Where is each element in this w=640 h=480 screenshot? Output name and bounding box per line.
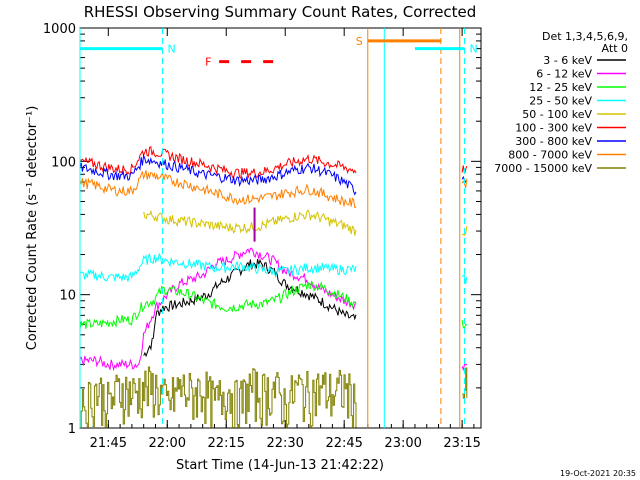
legend-entry-label: 25 - 50 keV	[529, 95, 592, 108]
x-tick-label: 21:45	[90, 436, 127, 451]
x-axis: 21:45 22:00 22:15 22:30 22:45 23:00 23:15	[90, 28, 481, 451]
series-group	[79, 145, 468, 428]
interval-label-n: N	[168, 43, 176, 56]
interval-overlays: N N S F	[79, 28, 478, 428]
x-tick-label: 22:30	[266, 436, 303, 451]
y-axis-label: Corrected Count Rate (s⁻¹ detector⁻¹)	[25, 106, 40, 351]
legend-entry-label: 12 - 25 keV	[529, 81, 592, 94]
legend-entry-label: 6 - 12 keV	[536, 68, 592, 81]
flare-marker-label: F	[205, 56, 211, 69]
series-line-100-300kev	[79, 145, 357, 179]
legend-entry-label: 50 - 100 keV	[522, 108, 592, 121]
interval-label-s: S	[356, 35, 363, 48]
y-axis: 1 10 100 1000	[43, 22, 481, 437]
footer-timestamp: 19-Oct-2021 20:35	[560, 469, 636, 478]
x-tick-label: 22:15	[208, 436, 245, 451]
y-tick-label: 100	[51, 155, 76, 170]
series-line-50-100kev	[143, 209, 357, 236]
y-tick-label: 1	[68, 422, 76, 437]
y-tick-label: 10	[59, 289, 76, 304]
plot-frame	[79, 27, 482, 429]
chart-title: RHESSI Observing Summary Count Rates, Co…	[84, 3, 477, 21]
series-line-12-25kev	[79, 280, 357, 330]
series-tail-6-12kev	[461, 363, 468, 372]
series-line-300-800kev	[79, 153, 357, 196]
x-tick-label: 23:00	[384, 436, 421, 451]
interval-label-n: N	[469, 43, 477, 56]
y-tick-label: 1000	[43, 22, 76, 37]
legend-entry-label: 800 - 7000 keV	[508, 149, 592, 162]
legend-entry-label: 7000 - 15000 keV	[494, 162, 592, 175]
legend-entry-label: 3 - 6 keV	[543, 54, 592, 67]
series-line-800-7000kev	[79, 170, 357, 209]
series-line-7000-15000kev	[80, 366, 357, 428]
x-tick-label: 23:15	[443, 436, 480, 451]
series-tail-25-50kev	[461, 274, 468, 284]
series-line-3-6kev	[143, 258, 357, 358]
series-tail-50-100kev	[461, 226, 468, 236]
legend-entry-label: 300 - 800 keV	[515, 135, 592, 148]
legend-header: Det 1,3,4,5,6,9,	[542, 30, 628, 43]
legend-header: Att 0	[602, 42, 628, 55]
plot-area	[79, 27, 482, 429]
series-tail-12-25kev	[461, 319, 468, 329]
series-line-6-12kev	[79, 247, 357, 372]
x-tick-label: 22:45	[325, 436, 362, 451]
x-tick-label: 22:00	[149, 436, 186, 451]
series-line-25-50kev	[79, 252, 357, 282]
x-axis-label: Start Time (14-Jun-13 21:42:22)	[176, 458, 384, 473]
legend-entry-label: 100 - 300 keV	[515, 122, 592, 135]
